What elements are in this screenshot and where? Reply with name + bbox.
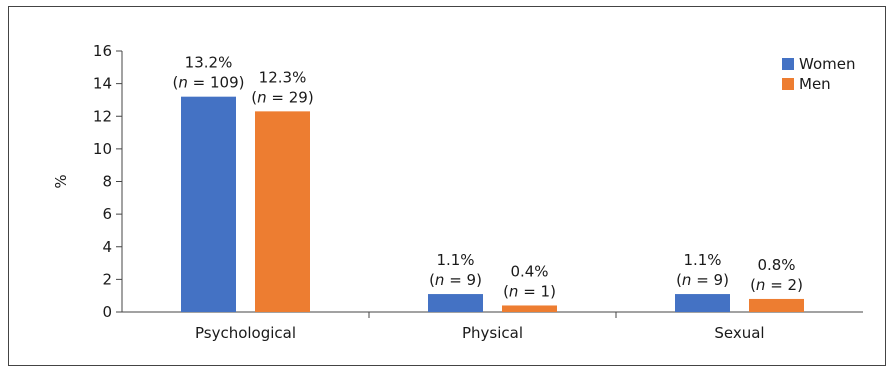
data-label-count: (n = 109) — [173, 74, 245, 92]
y-tick-label: 16 — [93, 42, 112, 60]
y-tick-label: 12 — [93, 107, 112, 125]
y-tick-label: 4 — [102, 238, 112, 256]
legend-swatch-men — [782, 78, 794, 90]
y-axis-title: % — [52, 174, 70, 188]
data-label-percent: 1.1% — [683, 251, 721, 269]
y-tick-label: 0 — [102, 303, 112, 321]
data-label-percent: 1.1% — [436, 251, 474, 269]
data-label-percent: 13.2% — [185, 54, 233, 72]
bar-women — [181, 96, 236, 312]
y-tick-label: 8 — [102, 173, 112, 191]
legend-swatch-women — [782, 58, 794, 70]
data-label-count: (n = 9) — [429, 271, 482, 289]
legend-label-women: Women — [799, 55, 855, 73]
x-category-label: Physical — [462, 324, 523, 342]
bar-men — [255, 111, 310, 312]
data-label-count: (n = 29) — [251, 88, 313, 106]
x-category-label: Sexual — [714, 324, 764, 342]
bar-men — [749, 298, 804, 312]
data-label-percent: 0.4% — [510, 262, 548, 280]
data-label-percent: 0.8% — [757, 256, 795, 274]
y-tick-label: 2 — [102, 270, 112, 288]
y-tick-label: 6 — [102, 205, 112, 223]
x-category-label: Psychological — [195, 324, 296, 342]
legend-label-men: Men — [799, 75, 831, 93]
bar-chart: 0 2 4 6 8 10 12 14 16% Psychological 13.2% (n = 109… — [52, 42, 863, 342]
data-label-count: (n = 9) — [676, 271, 729, 289]
chart-frame: 0 2 4 6 8 10 12 14 16% Psychological 13.2% (n = 109… — [8, 6, 886, 366]
bar-women — [675, 294, 730, 312]
data-label-percent: 12.3% — [259, 68, 307, 86]
bar-women — [428, 294, 483, 312]
y-tick-label: 14 — [93, 75, 112, 93]
y-tick-label: 10 — [93, 140, 112, 158]
data-label-count: (n = 1) — [503, 282, 556, 300]
bar-men — [502, 305, 557, 312]
data-label-count: (n = 2) — [750, 276, 803, 294]
